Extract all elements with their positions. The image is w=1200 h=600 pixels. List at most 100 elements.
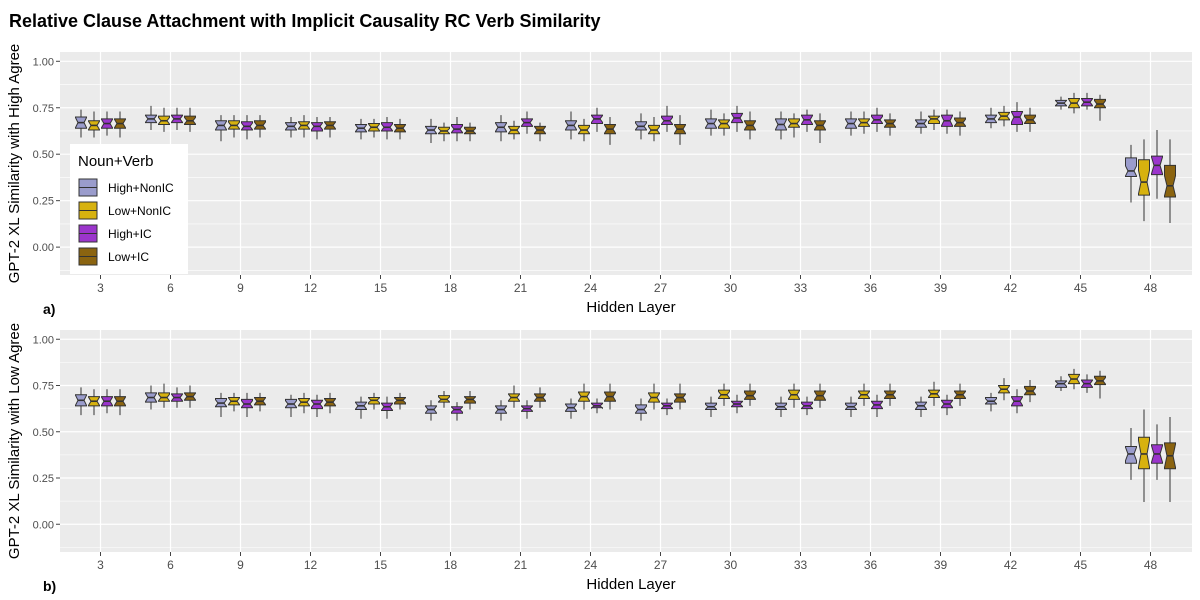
- box-48: [1138, 409, 1150, 503]
- box-6: [171, 387, 183, 408]
- x-tick-label: 45: [1074, 281, 1088, 295]
- legend-label: High+NonIC: [108, 181, 174, 195]
- x-tick-label: 18: [444, 281, 458, 295]
- box-12: [324, 392, 336, 414]
- x-tick-label: 9: [237, 281, 244, 295]
- box-48: [1125, 144, 1137, 203]
- box-45: [1068, 368, 1080, 390]
- box-9: [228, 115, 240, 138]
- box-39: [954, 111, 966, 136]
- box-27: [648, 117, 660, 142]
- box-9: [215, 392, 227, 417]
- box-48: [1138, 139, 1150, 222]
- box-39: [928, 381, 940, 406]
- box-42: [998, 378, 1010, 401]
- box-39: [915, 396, 927, 417]
- box-9: [215, 115, 227, 142]
- x-tick-label: 42: [1004, 281, 1018, 295]
- box-9: [254, 115, 266, 138]
- y-tick-label: 0.50: [33, 149, 54, 161]
- box-18: [451, 402, 463, 421]
- box-21: [534, 387, 546, 408]
- x-tick-label: 45: [1074, 558, 1088, 572]
- box-45: [1055, 96, 1067, 110]
- box-36: [858, 383, 870, 406]
- box-24: [591, 107, 603, 132]
- box-36: [884, 113, 896, 136]
- x-tick-label: 24: [584, 281, 598, 295]
- series-low-ic: [114, 370, 1176, 503]
- box-24: [604, 117, 616, 145]
- box-42: [985, 107, 997, 129]
- box-42: [1024, 107, 1036, 132]
- box-36: [858, 111, 870, 134]
- box-body: [1138, 159, 1150, 196]
- box-body: [928, 115, 940, 125]
- box-48: [1164, 416, 1176, 503]
- legend-item: High+IC: [78, 224, 152, 243]
- box-21: [521, 400, 533, 419]
- box-30: [718, 113, 730, 136]
- box-39: [941, 109, 953, 134]
- box-27: [661, 105, 673, 132]
- box-45: [1094, 94, 1106, 121]
- box-18: [451, 117, 463, 142]
- box-6: [145, 105, 157, 131]
- x-tick-label: 6: [167, 281, 174, 295]
- plot-background: [60, 52, 1192, 275]
- box-15: [394, 118, 406, 140]
- box-12: [298, 115, 310, 138]
- box-6: [184, 107, 196, 132]
- box-30: [705, 396, 717, 417]
- box-12: [311, 117, 323, 140]
- box-6: [184, 385, 196, 408]
- box-39: [915, 111, 927, 134]
- box-21: [534, 122, 546, 142]
- y-tick-label: 0.25: [33, 473, 54, 485]
- box-3: [101, 111, 113, 136]
- series-high-ic: [101, 92, 1163, 199]
- box-48: [1151, 130, 1163, 199]
- box-24: [565, 398, 577, 419]
- box-6: [171, 107, 183, 131]
- x-tick-label: 21: [514, 281, 528, 295]
- box-21: [508, 385, 520, 408]
- x-tick-label: 27: [654, 281, 668, 295]
- box-6: [145, 385, 157, 410]
- box-18: [438, 122, 450, 142]
- x-tick-label: 18: [444, 558, 458, 572]
- box-45: [1094, 370, 1106, 399]
- legend-item: Low+NonIC: [78, 201, 171, 220]
- box-15: [355, 118, 367, 140]
- panel-b: 0.000.250.500.751.003 6 9 12 15 18 21 24 27 30 33 3…: [6, 323, 1192, 594]
- box-30: [744, 383, 756, 406]
- legend: Noun+Verb High+NonIC Low+NonIC High+IC Low+I…: [70, 144, 188, 274]
- y-tick-label: 0.00: [33, 242, 54, 254]
- box-39: [928, 109, 940, 131]
- x-tick-label: 3: [97, 281, 104, 295]
- series-high-nonic: [75, 376, 1137, 480]
- box-15: [355, 396, 367, 419]
- x-tick-label: 30: [724, 281, 738, 295]
- y-tick-label: 1.00: [33, 334, 54, 346]
- box-33: [801, 396, 813, 416]
- box-12: [285, 117, 297, 138]
- series-low-nonic: [88, 368, 1150, 503]
- box-33: [788, 383, 800, 408]
- panel-a: 0.000.250.500.751.003 6 9 12 15 18 21 24 27 30 33 3…: [6, 44, 1192, 317]
- x-tick-label: 39: [934, 558, 948, 572]
- box-45: [1081, 92, 1093, 110]
- box-48: [1164, 139, 1176, 223]
- box-9: [241, 392, 253, 417]
- box-6: [158, 107, 170, 132]
- box-body: [1011, 110, 1023, 125]
- box-27: [635, 398, 647, 421]
- box-24: [578, 118, 590, 142]
- panel-label: b): [43, 578, 56, 594]
- x-tick-label: 15: [374, 558, 388, 572]
- box-45: [1081, 374, 1093, 393]
- box-18: [464, 122, 476, 142]
- box-3: [114, 389, 126, 416]
- box-24: [604, 383, 616, 410]
